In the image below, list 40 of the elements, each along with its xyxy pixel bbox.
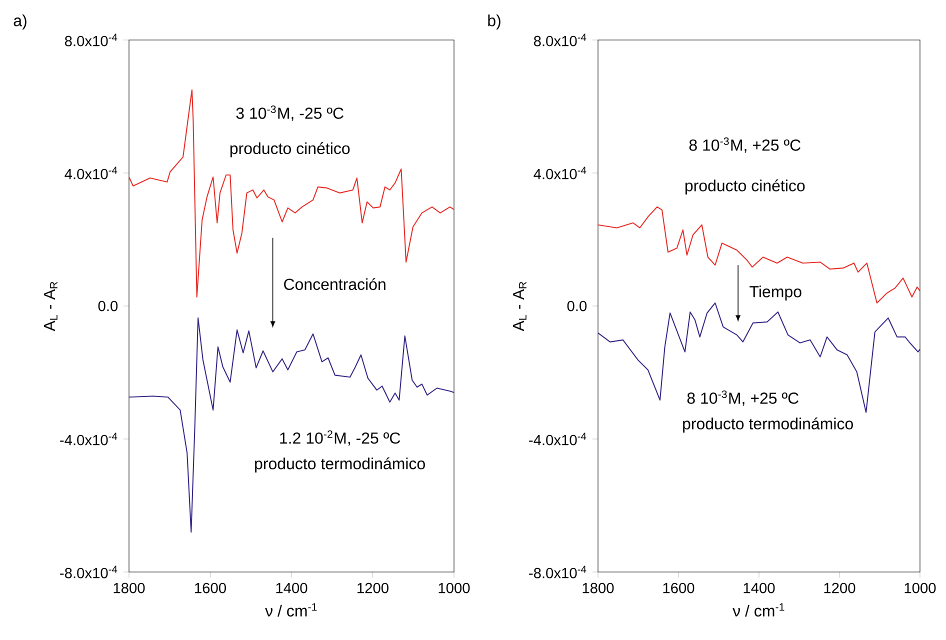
y-axis-title: A$_{L}$ - A$_{R}$ bbox=[512, 282, 526, 332]
chart-title: b) bbox=[488, 14, 500, 30]
x-tick-label: 1000 bbox=[904, 582, 936, 594]
annotation: producto termodinámico bbox=[255, 457, 425, 472]
annotation: 8 10$^{-3}$M, +25 ºC bbox=[689, 137, 801, 153]
annotation: producto cinético bbox=[685, 179, 805, 195]
annotation: 3 10$^{-3}$M, -25 ºC bbox=[236, 106, 344, 121]
x-tick-label: 1200 bbox=[358, 582, 388, 594]
x-axis-title: ν / cm$^{-1}$ bbox=[265, 603, 317, 617]
y-tick-label: 8.0x10$^{-4}$ bbox=[534, 34, 586, 46]
y-tick-label: -8.0x10$^{-4}$ bbox=[529, 566, 586, 578]
annotation: Concentración bbox=[284, 278, 386, 290]
line-series bbox=[128, 89, 455, 298]
line-series bbox=[597, 206, 921, 304]
line-series bbox=[128, 317, 455, 533]
annotation: 8 10$^{-3}$M, +25 ºC bbox=[687, 390, 799, 406]
y-tick-label: -4.0x10$^{-4}$ bbox=[529, 432, 586, 446]
x-axis-title: ν / cm$^{-1}$ bbox=[732, 603, 784, 617]
x-tick-label: 1800 bbox=[114, 582, 145, 594]
x-tick-label: 1000 bbox=[438, 582, 470, 594]
y-tick-label: 0.0 bbox=[567, 300, 587, 312]
line-series bbox=[597, 302, 921, 413]
y-tick-label: 4.0x10$^{-4}$ bbox=[64, 166, 118, 180]
annotation: producto termodinámico bbox=[683, 417, 853, 433]
x-tick-label: 1200 bbox=[824, 582, 856, 594]
x-tick-label: 1400 bbox=[276, 582, 308, 594]
x-tick-label: 1600 bbox=[663, 582, 694, 594]
annotation: Tiempo bbox=[750, 286, 802, 300]
y-tick-label: 0.0 bbox=[98, 300, 118, 312]
y-axis-title: A$_{L}$ - A$_{R}$ bbox=[44, 282, 58, 332]
y-tick-label: 4.0x10$^{-4}$ bbox=[534, 166, 586, 180]
y-tick-label: -8.0x10$^{-4}$ bbox=[60, 566, 118, 578]
y-tick-label: 8.0x10$^{-4}$ bbox=[64, 34, 118, 46]
annotation: producto cinético bbox=[230, 142, 350, 158]
y-tick-label: -4.0x10$^{-4}$ bbox=[60, 432, 118, 446]
chart-title: a) bbox=[14, 14, 26, 30]
x-tick-label: 1600 bbox=[195, 582, 226, 594]
x-tick-label: 1800 bbox=[582, 582, 614, 594]
x-tick-label: 1400 bbox=[744, 582, 775, 594]
annotation: 1.2 10$^{-2}$M, -25 ºC bbox=[280, 430, 400, 446]
